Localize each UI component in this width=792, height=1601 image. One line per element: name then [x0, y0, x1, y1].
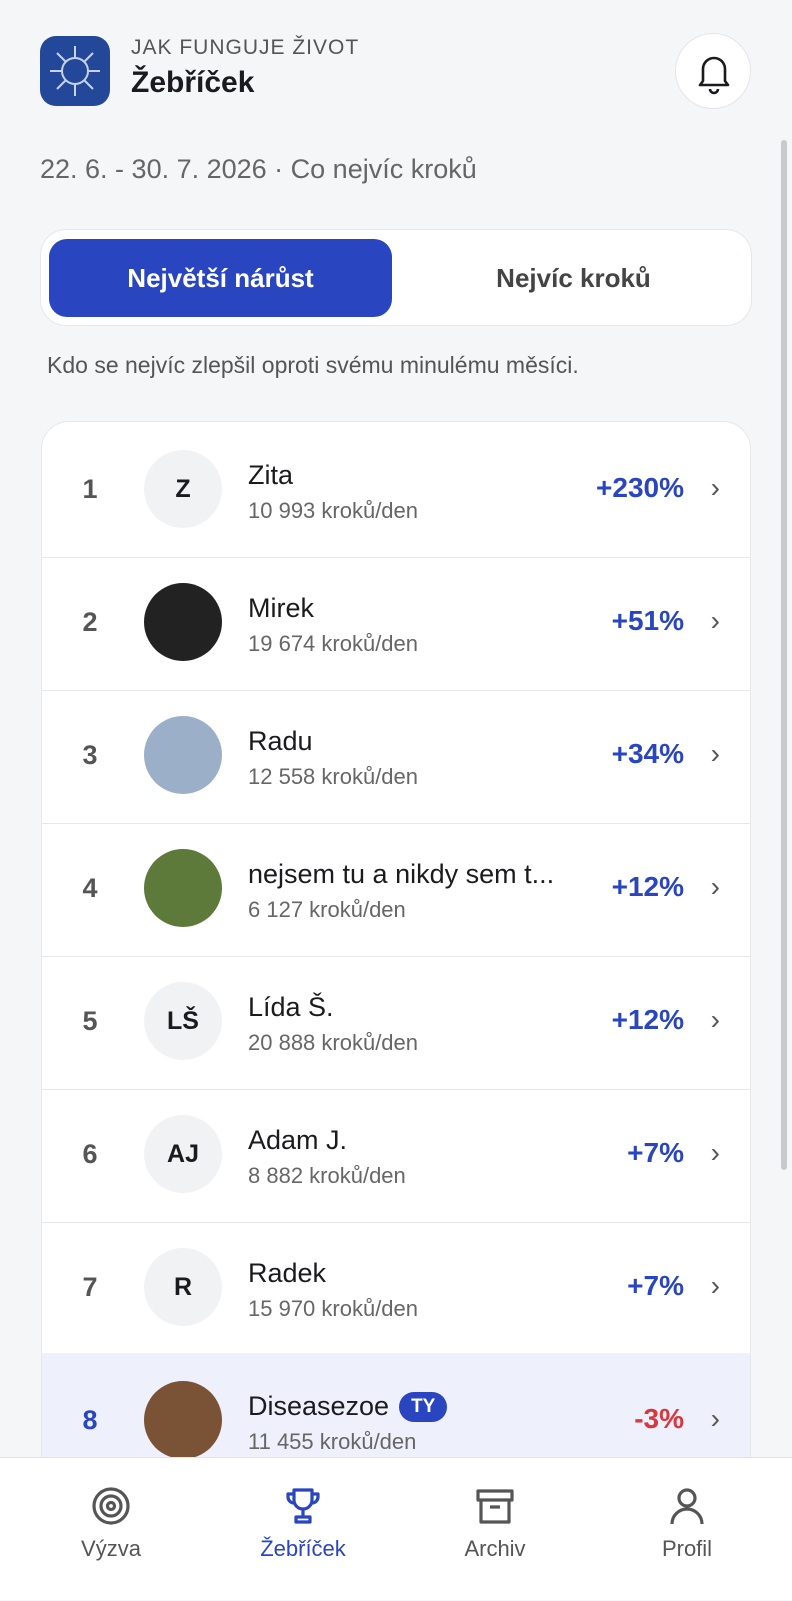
leaderboard-row[interactable]: 3 Radu 12 558 kroků/den +34% ›	[42, 688, 750, 824]
overline: JAK FUNGUJE ŽIVOT	[131, 36, 360, 59]
page-title: Žebříček	[131, 66, 255, 99]
nav-item[interactable]: Archiv	[396, 1458, 594, 1601]
avatar: AJ	[144, 1115, 222, 1193]
nav-icon	[92, 1487, 130, 1525]
chevron: ›	[710, 1403, 720, 1434]
change: +7%	[627, 1270, 684, 1301]
tab-bar: Největší nárůst Nejvíc kroků	[40, 229, 752, 326]
user-name: Mirek	[248, 593, 314, 624]
user-name: Adam J.	[248, 1125, 347, 1156]
leaderboard-row[interactable]: 6 AJ Adam J. 8 882 kroků/den +7% ›	[42, 1087, 750, 1223]
nav-item[interactable]: Žebříček	[204, 1458, 402, 1601]
leaderboard-row[interactable]: 1 Z Zita 10 993 kroků/den +230% ›	[42, 422, 750, 558]
daily-steps: 6 127 kroků/den	[248, 897, 406, 922]
avatar	[144, 1381, 222, 1459]
you-badge: TY	[399, 1392, 448, 1422]
user-name: Radu	[248, 726, 313, 757]
daily-steps: 19 674 kroků/den	[248, 631, 419, 656]
chevron: ›	[710, 738, 720, 769]
notifications-button[interactable]	[675, 33, 751, 109]
chevron: ›	[710, 871, 720, 902]
avatar: R	[144, 1248, 222, 1326]
daily-steps: 11 455 kroků/den	[248, 1429, 417, 1454]
nav-icon	[286, 1488, 320, 1524]
nav-label: Výzva	[81, 1536, 141, 1561]
rank: 5	[82, 1006, 98, 1036]
avatar: Z	[144, 450, 222, 528]
rank: 6	[82, 1139, 98, 1169]
change: +7%	[627, 1137, 684, 1168]
nav-label: Žebříček	[260, 1536, 346, 1561]
chevron: ›	[710, 1270, 720, 1301]
daily-steps: 10 993 kroků/den	[248, 498, 419, 523]
user-name: nejsem tu a nikdy sem t...	[248, 859, 554, 890]
nav-label: Archiv	[464, 1536, 526, 1561]
user-name: Radek	[248, 1258, 326, 1289]
user-name: Lída Š.	[248, 992, 334, 1023]
description: Kdo se nejvíc zlepšil oproti svému minul…	[47, 352, 579, 378]
change: +34%	[611, 738, 684, 769]
daily-steps: 20 888 kroků/den	[248, 1030, 419, 1055]
change: +51%	[611, 605, 684, 636]
bottom-nav: Výzva Žebříček Archiv Profil	[0, 1457, 792, 1600]
avatar	[144, 583, 222, 661]
user-name: Zita	[248, 460, 293, 491]
rank: 3	[82, 740, 98, 770]
user-name-text: Adam J.	[248, 1125, 348, 1155]
daily-steps: 15 970 kroků/den	[248, 1296, 419, 1321]
rank: 8	[82, 1405, 98, 1435]
chevron: ›	[710, 605, 720, 636]
scrollbar	[781, 140, 787, 1170]
chevron: ›	[710, 1004, 720, 1035]
nav-icon	[670, 1488, 704, 1525]
change: +12%	[611, 1004, 684, 1035]
user-name-text: Radu	[248, 726, 313, 756]
nav-label: Profil	[661, 1536, 713, 1561]
rank: 1	[82, 474, 98, 504]
user-name-text: Zita	[248, 460, 294, 490]
user-name-text: nejsem tu a nikdy sem t...	[248, 859, 555, 889]
change: -3%	[634, 1403, 684, 1434]
daily-steps: 12 558 kroků/den	[248, 764, 419, 789]
leaderboard-row[interactable]: 7 R Radek 15 970 kroků/den +7% ›	[42, 1220, 750, 1356]
rank: 7	[82, 1272, 98, 1302]
user-name-text: Lída Š.	[248, 992, 334, 1022]
user-name: Diseasezoe TY	[248, 1391, 448, 1422]
leaderboard-row[interactable]: 4 nejsem tu a nikdy sem t... 6 127 kroků/d…	[42, 821, 750, 957]
app-logo	[40, 36, 110, 106]
nav-item[interactable]: Výzva	[12, 1458, 210, 1601]
tab-active[interactable]: Největší nárůst	[49, 239, 392, 317]
user-name-text: Diseasezoe	[248, 1391, 390, 1421]
chevron: ›	[710, 1137, 720, 1168]
rank: 4	[82, 873, 98, 903]
change: +230%	[596, 472, 684, 503]
leaderboard-row[interactable]: 8 Diseasezoe TY 11 455 kroků/den -3% ›	[42, 1353, 750, 1460]
leaderboard-row[interactable]: 2 Mirek 19 674 kroků/den +51% ›	[42, 555, 750, 691]
avatar	[144, 849, 222, 927]
user-name-text: Mirek	[248, 593, 314, 623]
leaderboard-row[interactable]: 5 LŠ Lída Š. 20 888 kroků/den +12% ›	[42, 954, 750, 1090]
nav-item[interactable]: Profil	[588, 1458, 786, 1601]
period: 22. 6. - 30. 7. 2026 · Co nejvíc kroků	[40, 154, 477, 184]
chevron: ›	[710, 472, 720, 503]
leaderboard: 1 Z Zita 10 993 kroků/den +230% › 2 Mirek 19 674…	[41, 421, 751, 1461]
rank: 2	[82, 607, 98, 637]
nav-icon	[476, 1489, 514, 1524]
change: +12%	[611, 871, 684, 902]
user-name-text: Radek	[248, 1258, 327, 1288]
tab[interactable]: Nejvíc kroků	[496, 262, 651, 293]
daily-steps: 8 882 kroků/den	[248, 1163, 406, 1188]
avatar: LŠ	[144, 982, 222, 1060]
avatar	[144, 716, 222, 794]
